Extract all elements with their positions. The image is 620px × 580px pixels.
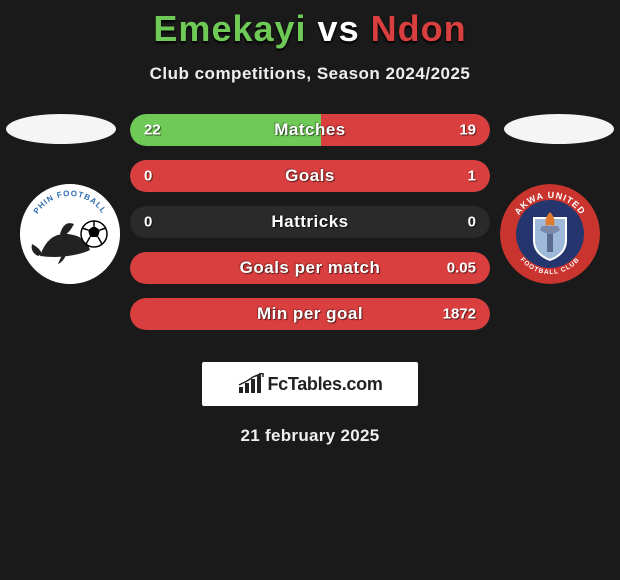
stat-row: Min per goal 1872: [130, 298, 490, 330]
stat-row: Goals 0 1: [130, 160, 490, 192]
fctables-logo-text: FcTables.com: [267, 374, 382, 395]
player1-photo-placeholder: [6, 114, 116, 144]
stat-label: Goals per match: [240, 258, 381, 278]
stat-row: Goals per match 0.05: [130, 252, 490, 284]
stat-value-right: 19: [459, 122, 476, 139]
bar-chart-icon: [237, 373, 265, 395]
stat-value-left: 0: [144, 214, 152, 231]
akwa-united-badge-icon: AKWA UNITED FOOTBALL CLUB: [500, 184, 600, 284]
dolphin-badge-icon: PHIN FOOTBALL: [20, 184, 120, 284]
comparison-title: Emekayi vs Ndon: [0, 0, 620, 50]
subtitle: Club competitions, Season 2024/2025: [0, 64, 620, 84]
vs-text: vs: [318, 8, 360, 49]
stat-label: Hattricks: [271, 212, 348, 232]
stat-value-left: 0: [144, 168, 152, 185]
stat-value-right: 0.05: [447, 260, 476, 277]
player1-club-badge: PHIN FOOTBALL: [20, 184, 120, 284]
footer-date: 21 february 2025: [0, 426, 620, 446]
stat-label: Matches: [274, 120, 346, 140]
stat-row: Hattricks 0 0: [130, 206, 490, 238]
fctables-logo: FcTables.com: [202, 362, 418, 406]
stat-value-right: 1872: [443, 306, 476, 323]
stat-value-right: 1: [468, 168, 476, 185]
stat-value-right: 0: [468, 214, 476, 231]
stats-table: Matches 22 19 Goals 0 1 Hattricks 0 0 Goals per m…: [130, 114, 490, 344]
player2-club-badge: AKWA UNITED FOOTBALL CLUB: [500, 184, 600, 284]
stat-label: Goals: [285, 166, 335, 186]
stat-row: Matches 22 19: [130, 114, 490, 146]
content-area: PHIN FOOTBALL AKWA UNITED F: [0, 114, 620, 354]
stat-label: Min per goal: [257, 304, 363, 324]
player2-name: Ndon: [371, 8, 467, 49]
player2-photo-placeholder: [504, 114, 614, 144]
stat-value-left: 22: [144, 122, 161, 139]
player1-name: Emekayi: [153, 8, 306, 49]
